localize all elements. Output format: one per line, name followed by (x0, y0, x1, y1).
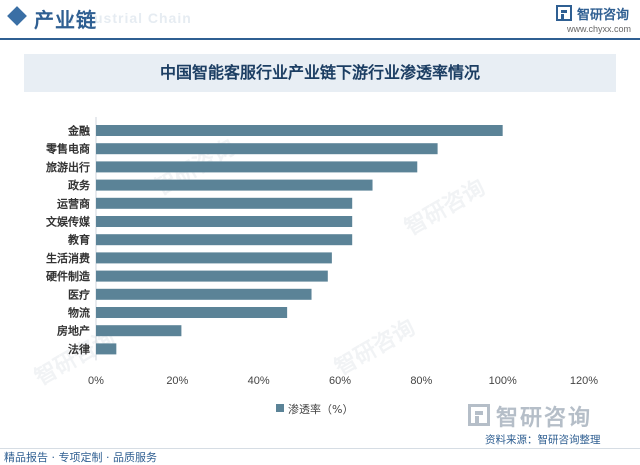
bar (96, 197, 353, 209)
bar (96, 343, 117, 355)
brand-logo-icon (556, 5, 572, 21)
bar (96, 325, 182, 337)
chart-title: 中国智能客服行业产业链下游行业渗透率情况 (159, 63, 480, 82)
category-label: 医疗 (68, 287, 90, 301)
category-label: 法律 (68, 342, 90, 356)
x-tick-label: 0% (88, 375, 104, 387)
bar (96, 307, 288, 318)
legend-swatch (276, 404, 284, 412)
x-tick-label: 120% (570, 375, 598, 387)
footer-brand-name: 智研咨询 (496, 406, 593, 431)
category-label: 硬件制造 (46, 269, 91, 283)
footer-logo-icon (468, 404, 490, 426)
footer-tagline: 精品报告 · 专项定制 · 品质服务 (4, 451, 157, 464)
bar (96, 143, 438, 155)
diamond-icon (7, 6, 27, 26)
brand-name: 智研咨询 (577, 8, 630, 23)
category-label: 零售电商 (45, 142, 90, 156)
bar (96, 179, 373, 191)
category-label: 房地产 (57, 324, 90, 338)
bar (96, 216, 353, 227)
brand-url: www.chyxx.com (567, 24, 632, 34)
footer-divider (0, 448, 640, 449)
category-label: 运营商 (57, 196, 90, 210)
x-tick-label: 40% (248, 375, 270, 387)
bar (96, 270, 328, 282)
header-divider (0, 38, 640, 40)
category-label: 教育 (67, 233, 90, 247)
bar (96, 161, 418, 173)
category-label: 生活消费 (46, 251, 90, 265)
x-tick-label: 60% (329, 375, 351, 387)
category-label: 政务 (68, 178, 91, 192)
category-label: 文娱传媒 (46, 215, 91, 229)
x-tick-label: 100% (489, 375, 517, 387)
x-tick-label: 20% (166, 375, 188, 387)
category-label: 旅游出行 (46, 160, 90, 174)
data-source: 资料来源：智研咨询整理 (485, 434, 601, 446)
bar (96, 288, 312, 300)
x-tick-label: 80% (410, 375, 432, 387)
legend-label: 渗透率（%） (288, 403, 354, 416)
category-label: 物流 (68, 306, 90, 320)
header-background-text: Industrial Chain (70, 10, 192, 26)
bar (96, 125, 503, 136)
chart-title-band: 中国智能客服行业产业链下游行业渗透率情况 (24, 54, 616, 92)
category-label: 金融 (67, 124, 90, 138)
page-title: 产业链 (34, 8, 97, 32)
bar (96, 252, 332, 264)
page-header: Industrial Chain 产业链 智研咨询 www.chyxx.com (0, 0, 640, 40)
bar (96, 234, 353, 246)
